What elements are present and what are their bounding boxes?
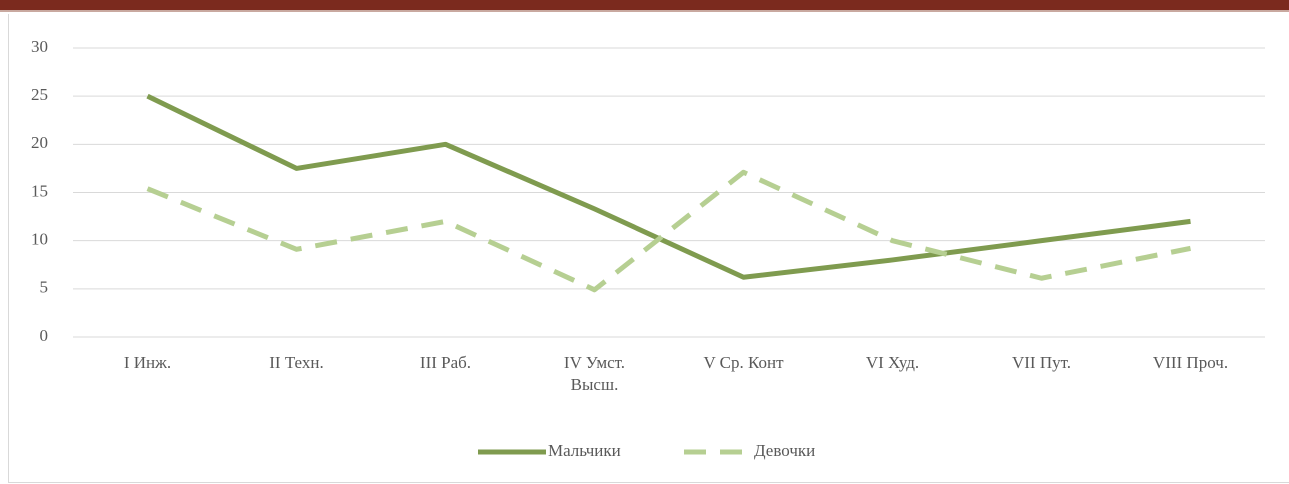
y-tick-label: 0 (40, 326, 49, 345)
x-tick-label: IV Умст. Высш. (563, 353, 626, 394)
legend-label: Мальчики (548, 441, 621, 460)
legend-label: Девочки (754, 441, 815, 460)
header-bar (0, 0, 1289, 12)
chart-frame (8, 14, 1289, 483)
x-tick-label: VII Пут. (1011, 353, 1072, 372)
x-tick-label: V Ср. Конт (703, 353, 784, 372)
x-tick-label: I Инж. (123, 353, 172, 372)
x-tick-label: VI Худ. (865, 353, 920, 372)
y-tick-label: 20 (31, 133, 48, 152)
y-tick-label: 10 (31, 230, 48, 249)
y-tick-label: 30 (31, 37, 48, 56)
y-tick-label: 5 (40, 278, 49, 297)
series-line (146, 93, 1191, 280)
y-tick-label: 25 (31, 85, 48, 104)
x-tick-label: VIII Проч. (1152, 353, 1229, 372)
x-tick-label: III Раб. (419, 353, 472, 372)
x-tick-label: II Техн. (269, 353, 324, 372)
y-tick-label: 15 (31, 181, 48, 200)
series-line (146, 169, 1191, 293)
